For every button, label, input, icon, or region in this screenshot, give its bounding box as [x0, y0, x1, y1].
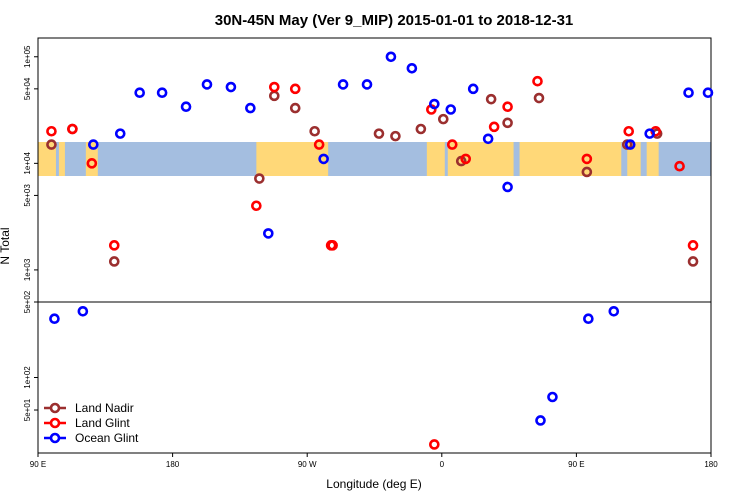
ocean-glint-point-14 [385, 51, 397, 63]
ocean-glint-point-11 [318, 153, 329, 165]
ocean-glint-point-5 [156, 87, 168, 99]
y-axis: 1e+03 5e+03 1e+04 5e+04 1e+05 5e+01 1e+02 5e+02 [23, 45, 38, 421]
legend-label-land-glint: Land Glint [75, 416, 130, 430]
ocean-glint-point-15 [406, 62, 418, 74]
land-nadir-point-8 [390, 130, 401, 142]
land-glint-point-1 [67, 123, 78, 135]
ocean-glint-point-20 [502, 181, 513, 193]
land-nadir-point-2 [108, 256, 120, 267]
land-glint-point-18 [623, 125, 635, 137]
land-nadir-point-14 [533, 92, 545, 104]
ocean-glint-point-16 [429, 98, 440, 110]
land-glint-point-9 [327, 240, 338, 251]
ocean-glint-point-1 [77, 306, 89, 317]
ocean-glint-point-24 [608, 306, 620, 317]
ocean-glint-point-18 [467, 83, 479, 95]
ocean-glint-point-7 [201, 79, 213, 90]
ocean-glint-point-3 [114, 128, 126, 139]
land-nadir-point-18 [687, 256, 699, 267]
ocean-glint-point-9 [245, 102, 256, 114]
ocean-glint-point-22 [547, 391, 558, 403]
land-glint-point-5 [268, 81, 280, 93]
ocean-glint-point-10 [263, 228, 274, 239]
data-points [46, 51, 714, 450]
y-lower-tick-label-1: 1e+02 [23, 366, 32, 389]
land-glint-point-14 [488, 121, 500, 133]
land-glint-point-15 [502, 101, 513, 112]
land-glint-point-17 [581, 153, 593, 165]
land-glint-point-6 [289, 83, 301, 95]
land-nadir-point-13 [502, 117, 513, 129]
land-glint-point-4 [251, 200, 262, 212]
world-map-band [38, 142, 711, 176]
land-nadir-point-9 [415, 123, 427, 135]
ocean-glint-point-25 [624, 139, 636, 150]
ocean-glint-point-4 [134, 87, 145, 99]
land-nadir-point-0 [46, 139, 57, 150]
ocean-glint-point-8 [225, 81, 237, 93]
land-glint-point-3 [108, 240, 120, 251]
ocean-glint-point-23 [583, 313, 594, 325]
map-land-japan-east [646, 142, 659, 176]
land-nadir-point-5 [289, 102, 301, 114]
land-glint-point-13 [460, 153, 472, 165]
y-upper-tick-label-0: 1e+03 [23, 258, 32, 281]
ocean-glint-point-6 [180, 101, 192, 112]
ocean-glint-point-0 [49, 313, 60, 325]
land-glint-point-2 [86, 158, 98, 169]
land-glint-point-0 [46, 125, 57, 137]
land-glint-point-20 [674, 160, 685, 172]
land-nadir-point-12 [485, 93, 497, 105]
y-lower-tick-label-0: 5e+01 [23, 398, 32, 421]
ocean-glint-point-13 [361, 79, 373, 90]
legend-marker-ocean-glint [49, 432, 61, 444]
x-axis-label: Longitude (deg E) [326, 477, 421, 491]
map-land-east-asia-1 [38, 142, 56, 176]
ocean-glint-point-21 [535, 415, 546, 426]
y-axis-label: N Total [0, 227, 12, 264]
x-tick-label-0: 90 E [30, 460, 46, 469]
map-land-east-asia-2 [58, 142, 65, 176]
ocean-glint-point-19 [482, 133, 494, 145]
x-tick-label-3: 0 [440, 460, 445, 469]
map-land-iberia [426, 142, 445, 176]
ocean-glint-point-26 [644, 128, 655, 139]
map-land-central-asia [519, 142, 622, 176]
plot-frame [37, 37, 712, 454]
land-glint-point-21 [687, 240, 699, 251]
land-nadir-point-10 [437, 113, 449, 125]
ocean-glint-point-2 [88, 139, 99, 150]
ocean-glint-point-12 [337, 79, 349, 90]
x-tick-label-5: 180 [704, 460, 718, 469]
x-axis: 90 E 180 90 W 0 90 E 180 [30, 453, 718, 469]
legend-marker-land-glint [49, 417, 61, 429]
map-land-korea [627, 142, 641, 176]
y-upper-tick-label-3: 5e+04 [23, 77, 32, 100]
land-glint-point-12 [446, 139, 458, 150]
land-glint-point-10 [429, 439, 440, 450]
legend-marker-land-nadir [49, 402, 61, 414]
y-upper-tick-label-2: 1e+04 [23, 152, 32, 175]
x-tick-label-1: 180 [166, 460, 180, 469]
land-glint-point-7 [313, 139, 325, 150]
land-nadir-point-15 [581, 166, 593, 178]
y-upper-tick-label-1: 5e+03 [23, 184, 32, 207]
legend-label-land-nadir: Land Nadir [75, 401, 134, 415]
plot-border [37, 37, 712, 454]
ocean-glint-point-28 [702, 87, 714, 99]
ocean-glint-point-17 [445, 104, 457, 115]
x-tick-label-4: 90 E [568, 460, 584, 469]
legend-label-ocean-glint: Ocean Glint [75, 431, 139, 445]
land-glint-point-16 [532, 75, 543, 87]
land-nadir-point-3 [254, 173, 265, 184]
chart-title: 30N-45N May (Ver 9_MIP) 2015-01-01 to 20… [215, 12, 574, 29]
x-tick-label-2: 90 W [298, 460, 317, 469]
ocean-glint-point-27 [683, 87, 694, 99]
land-nadir-point-6 [309, 125, 320, 137]
land-nadir-point-7 [373, 128, 385, 139]
y-lower-tick-label-2: 5e+02 [23, 290, 32, 313]
y-upper-tick-label-4: 1e+05 [23, 45, 32, 68]
